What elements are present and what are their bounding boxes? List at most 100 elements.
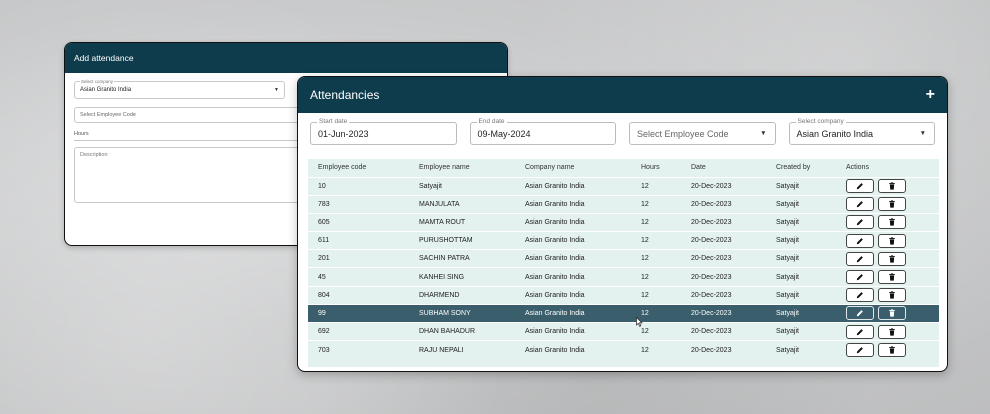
table-row[interactable]: 99 SUBHAM SONY Asian Granito India 12 20-Dec… bbox=[308, 304, 939, 323]
table-row[interactable]: 201 SACHIN PATRA Asian Granito India 12 20-D… bbox=[308, 249, 939, 268]
date-cell: 20-Dec-2023 bbox=[691, 255, 732, 263]
hours-cell: 12 bbox=[641, 328, 649, 336]
edit-button[interactable] bbox=[846, 251, 874, 266]
column-header[interactable]: Hours bbox=[641, 164, 660, 172]
attendancies-header: Attendancies + bbox=[298, 77, 947, 113]
employee-name-cell: RAJU NEPALI bbox=[419, 346, 464, 354]
table-row[interactable]: 692 DHAN BAHADUR Asian Granito India 12 20-D… bbox=[308, 322, 939, 341]
end-date-value: 09-May-2024 bbox=[477, 128, 531, 139]
column-header[interactable]: Created by bbox=[776, 164, 811, 172]
edit-button[interactable] bbox=[846, 215, 874, 230]
delete-button[interactable] bbox=[878, 324, 906, 339]
pencil-icon bbox=[856, 200, 864, 208]
created-by-cell: Satyajit bbox=[776, 200, 799, 208]
pencil-icon bbox=[856, 182, 864, 190]
column-header[interactable]: Date bbox=[691, 164, 706, 172]
created-by-cell: Satyajit bbox=[776, 273, 799, 281]
table-row[interactable]: 783 MANJULATA Asian Granito India 12 20-Dec-… bbox=[308, 195, 939, 213]
delete-button[interactable] bbox=[878, 306, 906, 321]
caret-down-icon: ▼ bbox=[919, 130, 926, 137]
edit-button[interactable] bbox=[846, 270, 874, 285]
created-by-cell: Satyajit bbox=[776, 309, 799, 317]
actions-cell bbox=[836, 232, 939, 250]
delete-button[interactable] bbox=[878, 233, 906, 248]
table-row[interactable]: 10 Satyajit Asian Granito India 12 20-Dec-20… bbox=[308, 177, 939, 195]
hours-cell: 12 bbox=[641, 200, 649, 208]
delete-button[interactable] bbox=[878, 288, 906, 303]
date-cell: 20-Dec-2023 bbox=[691, 182, 732, 190]
edit-button[interactable] bbox=[846, 179, 874, 194]
hours-cell: 12 bbox=[641, 273, 649, 281]
hours-cell: 12 bbox=[641, 218, 649, 226]
trash-icon bbox=[888, 236, 896, 245]
edit-button[interactable] bbox=[846, 288, 874, 303]
hours-cell: 12 bbox=[641, 309, 649, 317]
table-row[interactable]: 45 KANHEI SING Asian Granito India 12 20-Dec… bbox=[308, 267, 939, 286]
edit-button[interactable] bbox=[846, 233, 874, 248]
hours-field[interactable]: Hours bbox=[74, 131, 504, 141]
pencil-icon bbox=[856, 255, 864, 263]
hours-label: Hours bbox=[74, 131, 89, 137]
company-name-cell: Asian Granito India bbox=[525, 309, 585, 317]
company-name-cell: Asian Granito India bbox=[525, 200, 585, 208]
employee-code-filter[interactable]: Select Employee Code ▼ bbox=[629, 122, 776, 145]
column-header[interactable]: Employee name bbox=[419, 164, 470, 172]
pencil-icon bbox=[856, 237, 864, 245]
delete-button[interactable] bbox=[878, 179, 906, 194]
date-cell: 20-Dec-2023 bbox=[691, 273, 732, 281]
delete-button[interactable] bbox=[878, 251, 906, 266]
trash-icon bbox=[888, 273, 896, 281]
employee-name-cell: SUBHAM SONY bbox=[419, 309, 471, 317]
table-row[interactable]: 605 MAMTA ROUT Asian Granito India 12 20-Dec… bbox=[308, 213, 939, 231]
delete-button[interactable] bbox=[878, 343, 906, 358]
delete-button[interactable] bbox=[878, 197, 906, 212]
table-row[interactable]: 611 PURUSHOTTAM Asian Granito India 12 20-De… bbox=[308, 231, 939, 250]
edit-button[interactable] bbox=[846, 306, 874, 321]
edit-button[interactable] bbox=[846, 324, 874, 339]
created-by-cell: Satyajit bbox=[776, 328, 799, 336]
employee-name-cell: KANHEI SING bbox=[419, 273, 465, 281]
pencil-icon bbox=[856, 328, 864, 336]
actions-cell bbox=[836, 323, 939, 341]
end-date-field[interactable]: End date 09-May-2024 bbox=[469, 118, 616, 145]
mouse-cursor-icon bbox=[636, 317, 643, 327]
delete-button[interactable] bbox=[878, 270, 906, 285]
filters-bar: Start date 01-Jun-2023 End date 09-May-2… bbox=[298, 113, 947, 145]
employee-code-cell: 45 bbox=[318, 273, 326, 281]
actions-cell bbox=[836, 286, 939, 304]
employee-code-cell: 692 bbox=[318, 328, 330, 336]
delete-button[interactable] bbox=[878, 215, 906, 230]
column-header[interactable]: Company name bbox=[525, 164, 575, 172]
company-filter-value: Asian Granito India bbox=[796, 128, 874, 139]
date-cell: 20-Dec-2023 bbox=[691, 328, 732, 336]
table-row[interactable]: 703 RAJU NEPALI Asian Granito India 12 20-De… bbox=[308, 340, 939, 359]
column-header[interactable]: Employee code bbox=[318, 164, 367, 172]
company-select-label: Select company bbox=[80, 79, 115, 84]
add-attendance-title: Add attendance bbox=[74, 53, 134, 63]
actions-cell bbox=[836, 213, 939, 231]
company-filter[interactable]: Select company Asian Granito India ▼ bbox=[788, 118, 935, 145]
attendance-table: Employee code Employee name Company name… bbox=[308, 159, 939, 367]
employee-code-filter-placeholder: Select Employee Code bbox=[637, 128, 729, 139]
add-attendance-button[interactable]: + bbox=[925, 86, 935, 103]
employee-code-cell: 703 bbox=[318, 346, 330, 354]
start-date-field[interactable]: Start date 01-Jun-2023 bbox=[310, 118, 457, 145]
edit-button[interactable] bbox=[846, 197, 874, 212]
company-name-cell: Asian Granito India bbox=[525, 218, 585, 226]
actions-cell bbox=[836, 195, 939, 213]
trash-icon bbox=[888, 327, 896, 336]
created-by-cell: Satyajit bbox=[776, 182, 799, 190]
employee-code-placeholder: Select Employee Code bbox=[80, 112, 136, 118]
hours-cell: 12 bbox=[641, 291, 649, 299]
date-cell: 20-Dec-2023 bbox=[691, 200, 732, 208]
employee-code-cell: 605 bbox=[318, 218, 330, 226]
employee-name-cell: DHAN BAHADUR bbox=[419, 328, 476, 336]
pencil-icon bbox=[856, 309, 864, 317]
company-name-cell: Asian Granito India bbox=[525, 273, 585, 281]
edit-button[interactable] bbox=[846, 343, 874, 358]
company-select[interactable]: Select company Asian Granito India ▼ bbox=[74, 79, 285, 99]
company-select-value: Asian Granito India bbox=[80, 87, 132, 93]
pencil-icon bbox=[856, 291, 864, 299]
table-row[interactable]: 804 DHARMEND Asian Granito India 12 20-Dec-2… bbox=[308, 286, 939, 304]
date-cell: 20-Dec-2023 bbox=[691, 309, 732, 317]
